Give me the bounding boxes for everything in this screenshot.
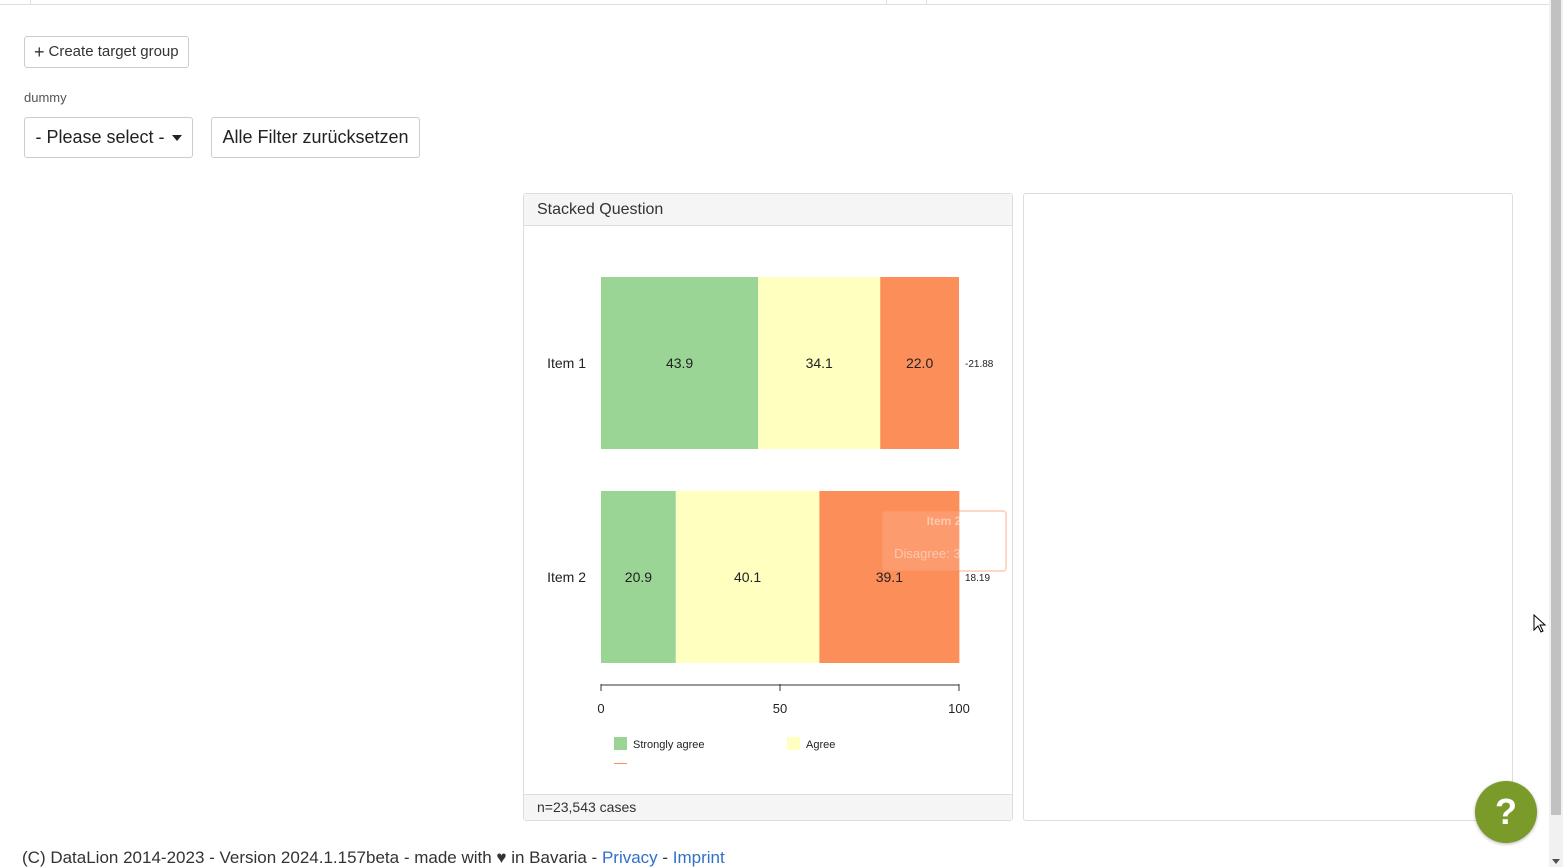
filter-label: dummy	[24, 90, 67, 105]
bar-segment	[601, 491, 676, 663]
help-button[interactable]: ?	[1475, 781, 1537, 843]
category-label: Item 2	[547, 569, 586, 585]
bar-segment	[675, 491, 820, 663]
scrollbar-thumb[interactable]	[1551, 0, 1561, 815]
chart-panel-title: Stacked Question	[524, 194, 1012, 226]
bar-segment	[601, 277, 759, 449]
tooltip-title: Item 2	[927, 514, 962, 528]
data-label: 43.9	[666, 355, 693, 371]
reset-filters-button[interactable]: Alle Filter zurücksetzen	[211, 117, 420, 158]
x-tick-label: 50	[773, 701, 787, 716]
top-bar-divider	[30, 0, 31, 4]
privacy-link[interactable]: Privacy	[601, 848, 658, 867]
legend-label: Strongly agree	[633, 739, 705, 751]
top-bar-divider	[886, 0, 887, 4]
legend-label: Agree	[806, 739, 835, 751]
page-footer: (C) DataLion 2014-2023 - Version 2024.1.…	[22, 848, 725, 868]
filter-select-value: - Please select -	[35, 127, 165, 147]
create-target-group-label: Create target group	[48, 43, 179, 60]
imprint-link[interactable]: Imprint	[672, 848, 725, 867]
data-label: 34.1	[806, 355, 833, 371]
category-label: Item 1	[547, 355, 586, 371]
bar-segment	[819, 491, 960, 663]
side-value-label: 18.19	[965, 573, 990, 584]
data-label: 39.1	[876, 569, 903, 585]
footer-copyright: (C) DataLion 2014-2023 - Version 2024.1.…	[22, 848, 602, 867]
x-tick-label: 100	[948, 701, 970, 716]
data-label: 40.1	[734, 569, 761, 585]
side-value-label: -21.88	[965, 359, 994, 370]
legend-swatch	[614, 763, 627, 764]
bar-segment	[880, 277, 959, 449]
x-tick-label: 0	[597, 701, 604, 716]
top-bar	[0, 0, 1549, 5]
tooltip-text: Disagree: 39.1 %	[894, 546, 994, 561]
bar-segment	[758, 277, 881, 449]
mouse-cursor-icon	[1533, 614, 1547, 633]
legend-swatch	[614, 737, 627, 750]
chart-panel: Stacked Question Item 1 43.9 34.1 22.0 -21.8…	[523, 193, 1013, 821]
stacked-bar-chart: Item 1 43.9 34.1 22.0 -21.88 Item 2 20.9 40.1 39…	[547, 277, 1007, 764]
empty-panel	[1023, 193, 1513, 821]
data-label: 20.9	[625, 569, 652, 585]
chart-panel-footer: n=23,543 cases	[524, 794, 1012, 820]
top-bar-divider	[926, 0, 927, 4]
caret-down-icon	[171, 134, 182, 141]
create-target-group-button[interactable]: + Create target group	[24, 36, 189, 68]
legend-swatch	[787, 737, 800, 750]
vertical-scrollbar[interactable]	[1549, 0, 1563, 867]
filter-select[interactable]: - Please select -	[24, 117, 193, 158]
plus-icon: +	[34, 42, 45, 62]
footer-separator: -	[657, 848, 673, 867]
data-label: 22.0	[906, 355, 933, 371]
scroll-down-arrow-icon[interactable]	[1552, 859, 1560, 864]
tooltip-box	[881, 510, 1007, 572]
